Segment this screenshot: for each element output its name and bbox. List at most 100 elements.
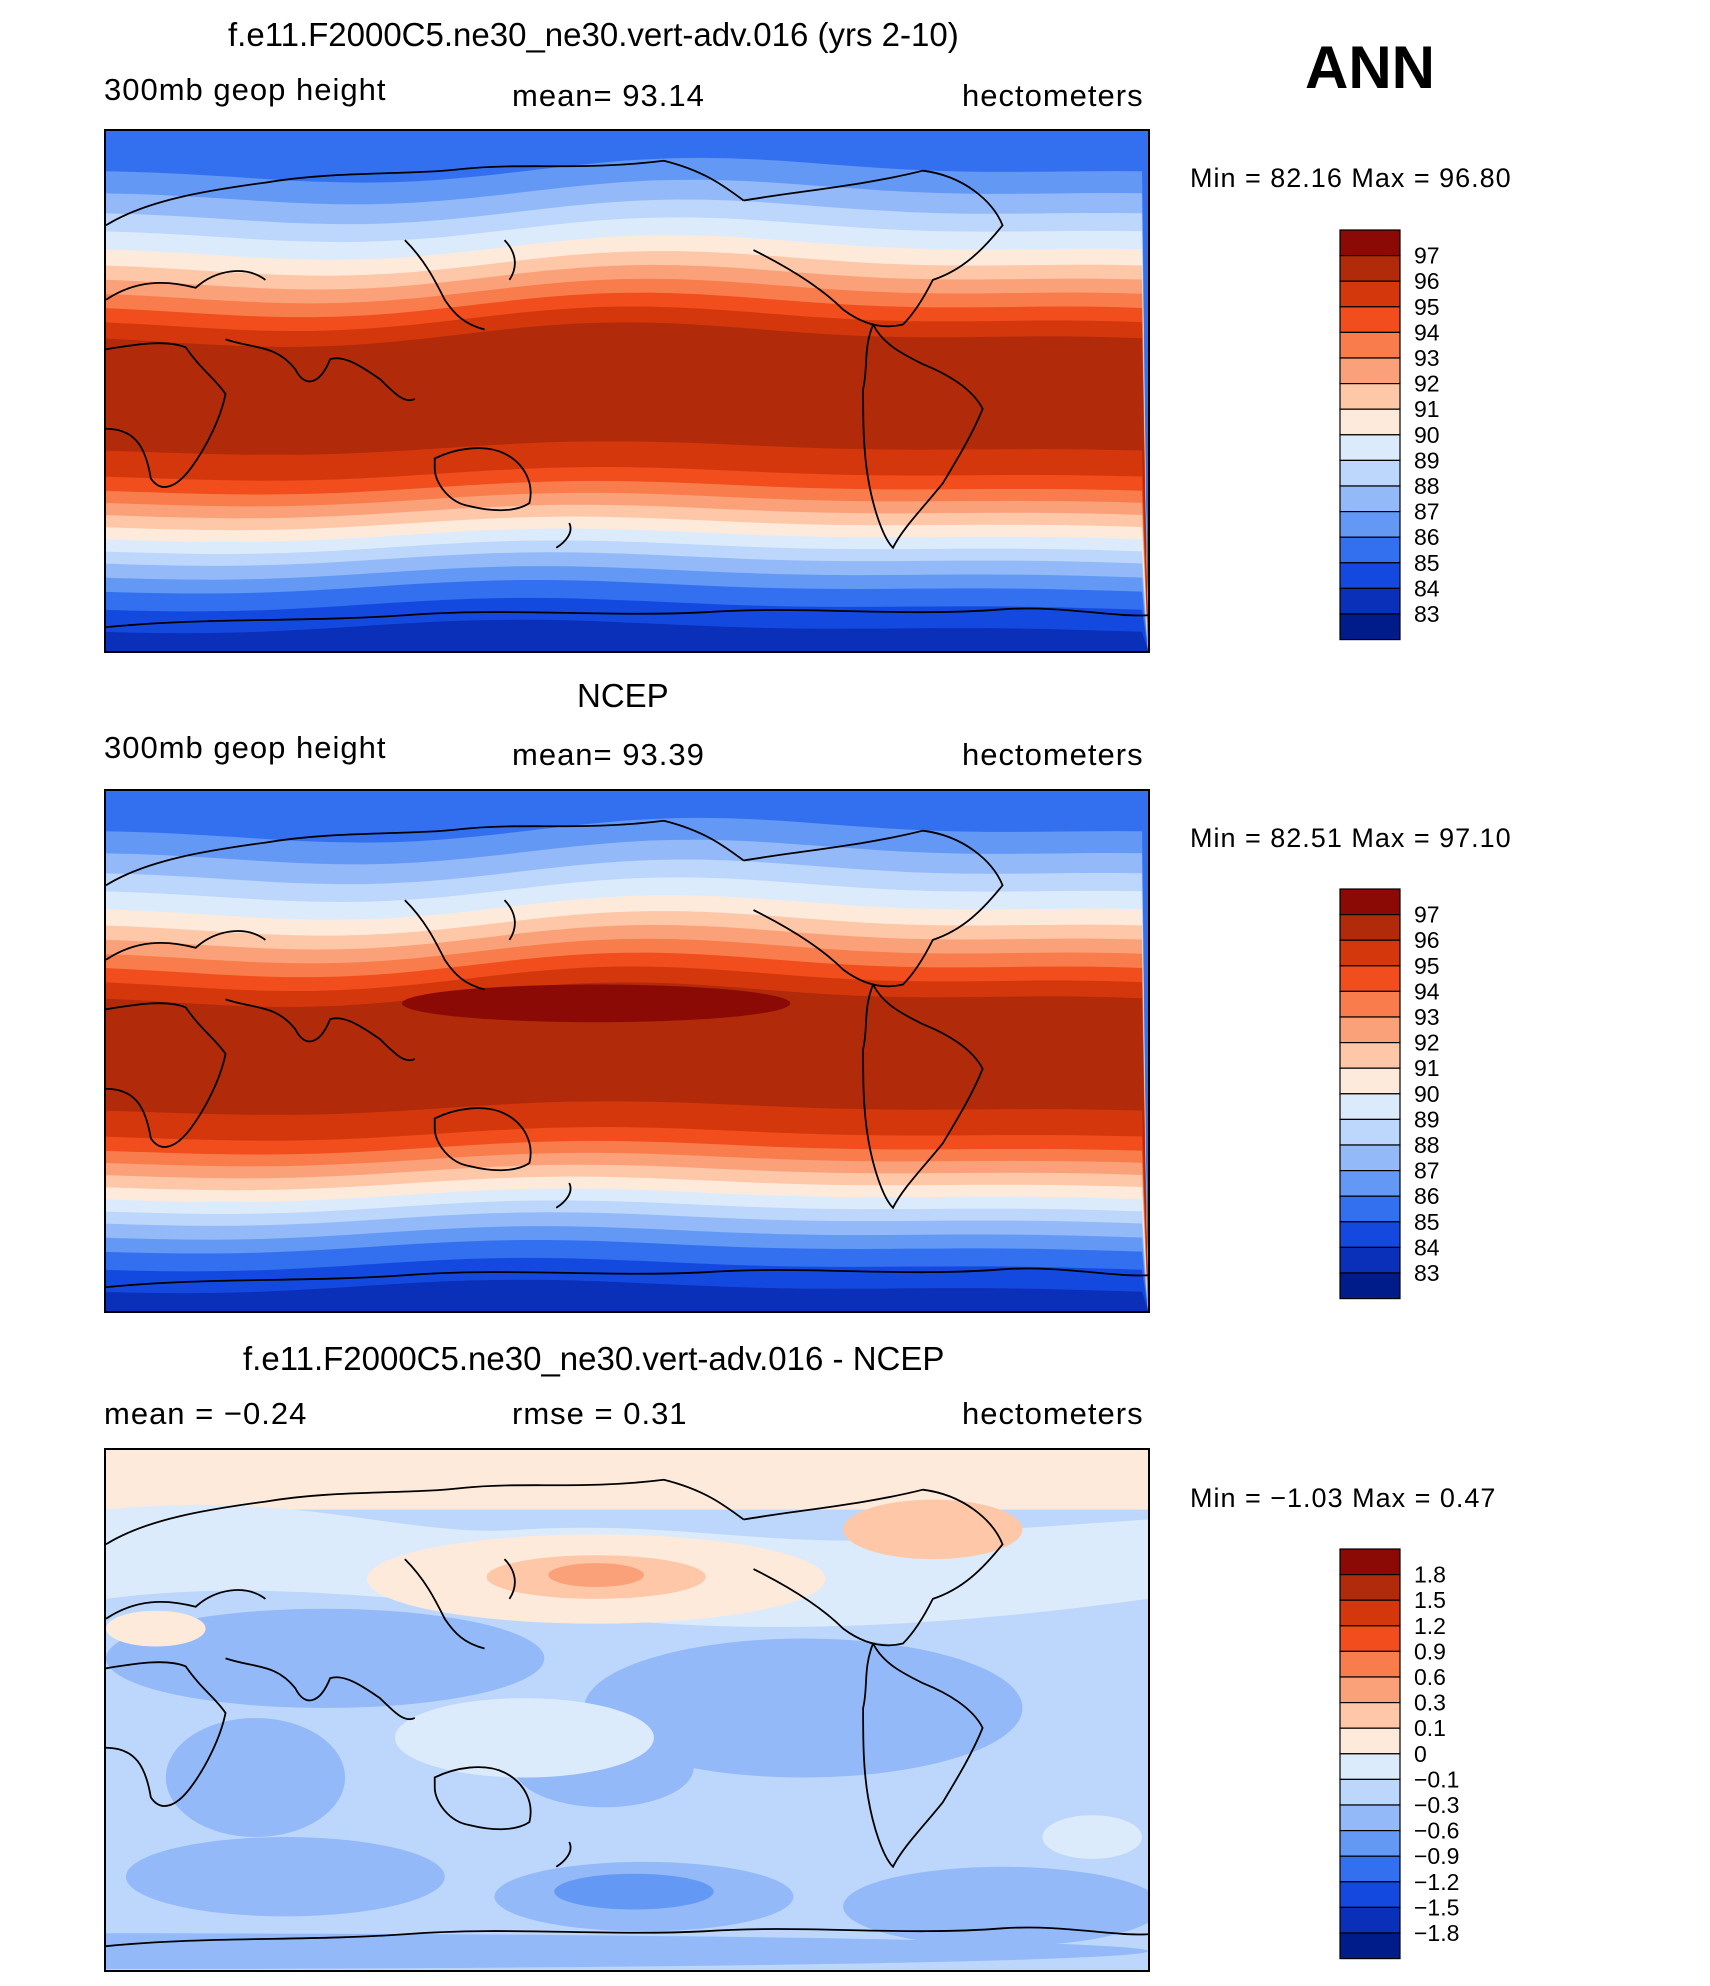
coastline [862,324,984,550]
coastline [106,930,266,961]
colorbar-tick-label: 89 [1414,1106,1440,1132]
anomaly-region [125,1837,445,1917]
coastline [555,1182,572,1209]
colorbar-swatch [1339,562,1401,589]
colorbar-tick-label: 91 [1414,396,1440,422]
coastline [106,1478,745,1546]
colorbar-tick-label: 88 [1414,1132,1440,1158]
colorbar-swatch [1339,1702,1401,1729]
panel3-colorbar-svg: 1.81.51.20.90.60.30.10−0.1−0.3−0.6−0.9−1… [1339,1548,1459,1960]
coastline [404,1558,485,1650]
panel1-map-svg [106,131,1148,651]
colorbar-tick-label: 94 [1414,978,1440,1004]
colorbar-tick-label: 88 [1414,473,1440,499]
panel1-contour-bands [106,131,1148,651]
colorbar-tick-label: 89 [1414,447,1440,473]
colorbar-swatch [1339,1272,1401,1300]
anomaly-region [584,1638,1023,1778]
warm-pool-core [401,984,791,1023]
colorbar-swatch [1339,408,1401,436]
colorbar-swatch [1339,1548,1401,1576]
colorbar-swatch [1339,1016,1401,1044]
coastline [225,338,416,402]
coastline [225,998,416,1062]
coastline [106,1002,227,1148]
colorbar-swatch [1339,255,1401,282]
coastline [106,1267,1148,1289]
panel2-colorbar: 97 96 95 94 93 92 91 90 89 88 87 86 85 84 83 [1339,888,1500,1301]
panel1-map [104,129,1150,653]
coastline [555,522,572,549]
panel2-contour-bands [106,791,1148,1311]
colorbar-swatch [1339,536,1401,564]
coastline [503,1558,516,1600]
colorbar-tick-label: 86 [1414,524,1440,550]
colorbar-tick-label: 0 [1414,1741,1427,1767]
colorbar-tick-label: 91 [1414,1055,1440,1081]
colorbar-tick-label: 0.6 [1414,1664,1446,1690]
coastline [503,899,516,941]
colorbar-swatch [1339,1881,1401,1908]
panel1-title: f.e11.F2000C5.ne30_ne30.vert-adv.016 (yr… [228,16,959,53]
coastline [106,607,1148,629]
colorbar-tick-label: 83 [1414,601,1440,627]
colorbar-swatch [1339,965,1401,993]
colorbar-swatch [1339,434,1401,462]
anomaly-region [843,1866,1148,1947]
coastline [106,270,266,301]
coastline [503,239,516,281]
colorbar-swatch [1339,990,1401,1018]
colorbar-swatch [1339,1676,1401,1704]
colorbar-tick-label: 0.1 [1414,1715,1446,1741]
colorbar-tick-label: 96 [1414,927,1440,953]
colorbar-tick-label: 95 [1414,294,1440,320]
colorbar-swatch [1339,511,1401,538]
anomaly-region [1042,1815,1143,1859]
colorbar-tick-label: 84 [1414,575,1440,601]
anomaly-region [165,1717,346,1838]
contour-band [106,619,1148,651]
colorbar-swatch [1339,485,1401,513]
panel3-minmax: Min = −1.03 Max = 0.47 [1190,1483,1497,1513]
colorbar-tick-label: 83 [1414,1260,1440,1286]
colorbar-tick-label: 1.8 [1414,1562,1446,1588]
colorbar-tick-label: 97 [1414,902,1440,928]
coastline [106,1926,1148,1948]
colorbar-swatch [1339,1625,1401,1653]
colorbar-swatch [1339,1144,1401,1172]
coastline [743,829,1004,988]
colorbar-tick-label: 85 [1414,550,1440,576]
colorbar-swatch [1339,1650,1401,1678]
colorbar-tick-label: −1.8 [1414,1920,1459,1946]
anomaly-region [394,1698,654,1778]
coastline [106,819,745,887]
coastline [862,984,984,1210]
colorbar-tick-label: 93 [1414,345,1440,371]
coastline [433,1766,532,1831]
colorbar-tick-label: 92 [1414,1030,1440,1056]
colorbar-swatch [1339,1246,1401,1274]
colorbar-swatch [1339,306,1401,334]
panel1-units: hectometers [962,78,1144,113]
panel1-variable: 300mb geop height [104,72,387,107]
colorbar-swatch [1339,1042,1401,1069]
panel3-colorbar: 1.8 1.5 1.2 0.9 0.6 0.3 0.1 0 −0.1 −0.3 −0.6 −0.9 −1… [1328,1548,1500,1961]
coastline [106,1661,227,1807]
colorbar-tick-label: 0.3 [1414,1690,1446,1716]
colorbar-tick-label: 85 [1414,1209,1440,1235]
panel1-minmax: Min = 82.16 Max = 96.80 [1190,163,1512,193]
coastline [404,899,485,991]
colorbar-swatch [1339,1067,1401,1095]
coastline [743,1488,1004,1647]
colorbar-tick-label: 93 [1414,1004,1440,1030]
colorbar-tick-label: 87 [1414,1158,1440,1184]
colorbar-swatch [1339,459,1401,487]
panel3-map-svg [106,1450,1148,1970]
colorbar-tick-label: 0.9 [1414,1638,1446,1664]
colorbar-swatch [1339,1727,1401,1755]
panel3-coastlines [106,1478,1148,1948]
panel1-coastlines [106,159,1148,629]
panel3-title: f.e11.F2000C5.ne30_ne30.vert-adv.016 - N… [243,1340,945,1377]
colorbar-tick-label: 90 [1414,422,1440,448]
